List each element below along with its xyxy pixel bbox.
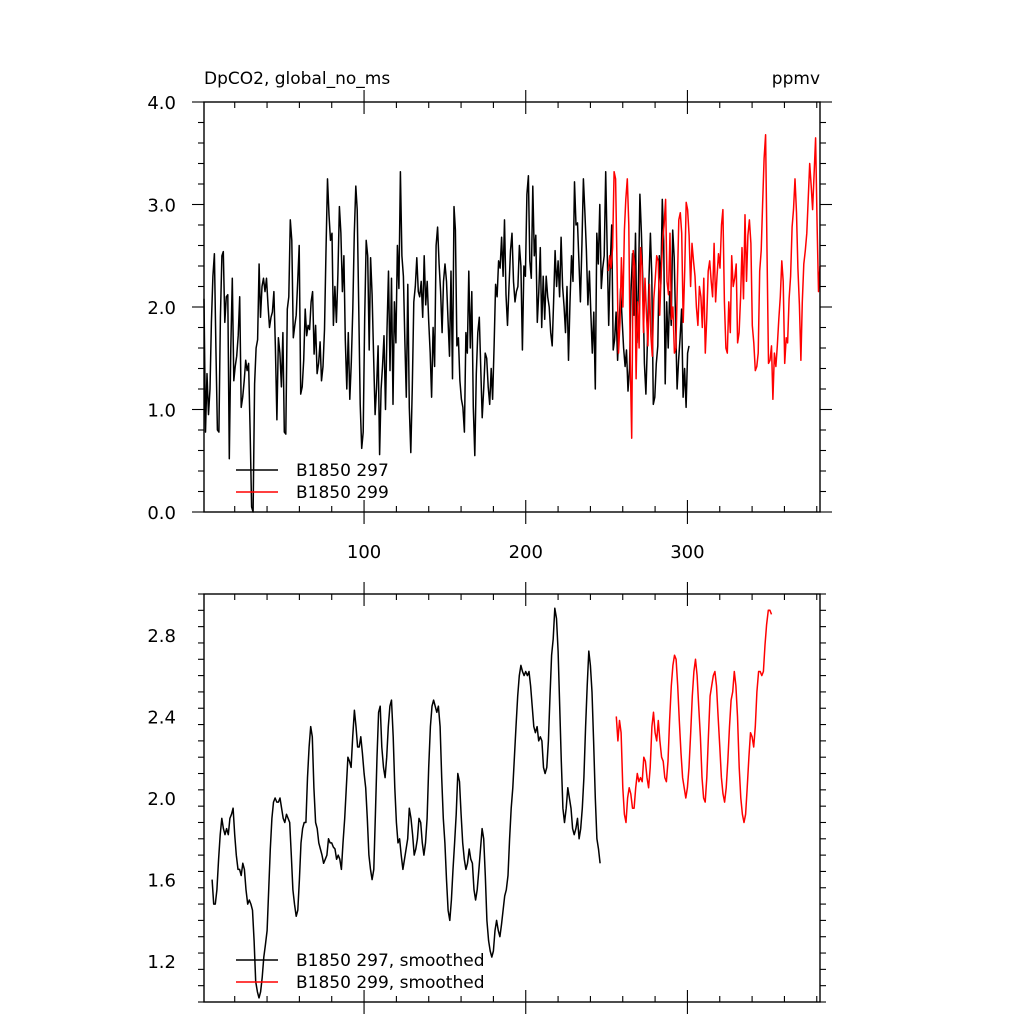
bottom-panel: 1.2 1.6 2.0 2.4 2.8 B1850 297, smoothed … bbox=[147, 582, 826, 1014]
y-tick-label: 2.0 bbox=[147, 298, 176, 319]
series-line-b1850-297-smoothed bbox=[211, 607, 601, 999]
units-label: ppmv bbox=[772, 69, 820, 89]
bottom-legend: B1850 297, smoothed B1850 299, smoothed bbox=[236, 951, 485, 993]
bottom-y-tick-labels: 1.2 1.6 2.0 2.4 2.8 bbox=[147, 626, 176, 973]
x-tick-label: 200 bbox=[509, 542, 543, 563]
series-line-b1850-297 bbox=[203, 170, 690, 513]
y-tick-label: 3.0 bbox=[147, 196, 176, 217]
y-tick-label: 2.0 bbox=[147, 789, 176, 810]
y-tick-label: 2.4 bbox=[147, 707, 176, 728]
legend-label: B1850 299, smoothed bbox=[296, 973, 485, 993]
top-y-tick-labels: 0.0 1.0 2.0 3.0 4.0 bbox=[147, 93, 176, 524]
legend-label: B1850 297, smoothed bbox=[296, 951, 485, 971]
y-tick-label: 2.8 bbox=[147, 626, 176, 647]
series-line-b1850-299 bbox=[607, 134, 821, 439]
x-tick-label: 300 bbox=[670, 542, 704, 563]
top-legend: B1850 297 B1850 299 bbox=[236, 461, 389, 503]
bottom-axis-ticks bbox=[198, 582, 826, 1014]
y-tick-label: 1.2 bbox=[147, 952, 176, 973]
legend-label: B1850 297 bbox=[296, 461, 389, 481]
series-line-b1850-299-smoothed bbox=[615, 609, 773, 824]
y-tick-label: 1.0 bbox=[147, 401, 176, 422]
y-tick-label: 4.0 bbox=[147, 93, 176, 114]
y-tick-label: 0.0 bbox=[147, 503, 176, 524]
x-tick-label: 100 bbox=[347, 542, 381, 563]
chart-title: DpCO2, global_no_ms bbox=[204, 69, 390, 89]
top-axis-ticks bbox=[192, 90, 832, 524]
top-plot-frame bbox=[203, 101, 821, 513]
bottom-plot-frame bbox=[203, 593, 821, 1003]
legend-label: B1850 299 bbox=[296, 483, 389, 503]
y-tick-label: 1.6 bbox=[147, 871, 176, 892]
top-panel: DpCO2, global_no_ms ppmv 0.0 1.0 2.0 3.0… bbox=[147, 69, 832, 563]
top-x-tick-labels: 100 200 300 bbox=[347, 542, 705, 563]
